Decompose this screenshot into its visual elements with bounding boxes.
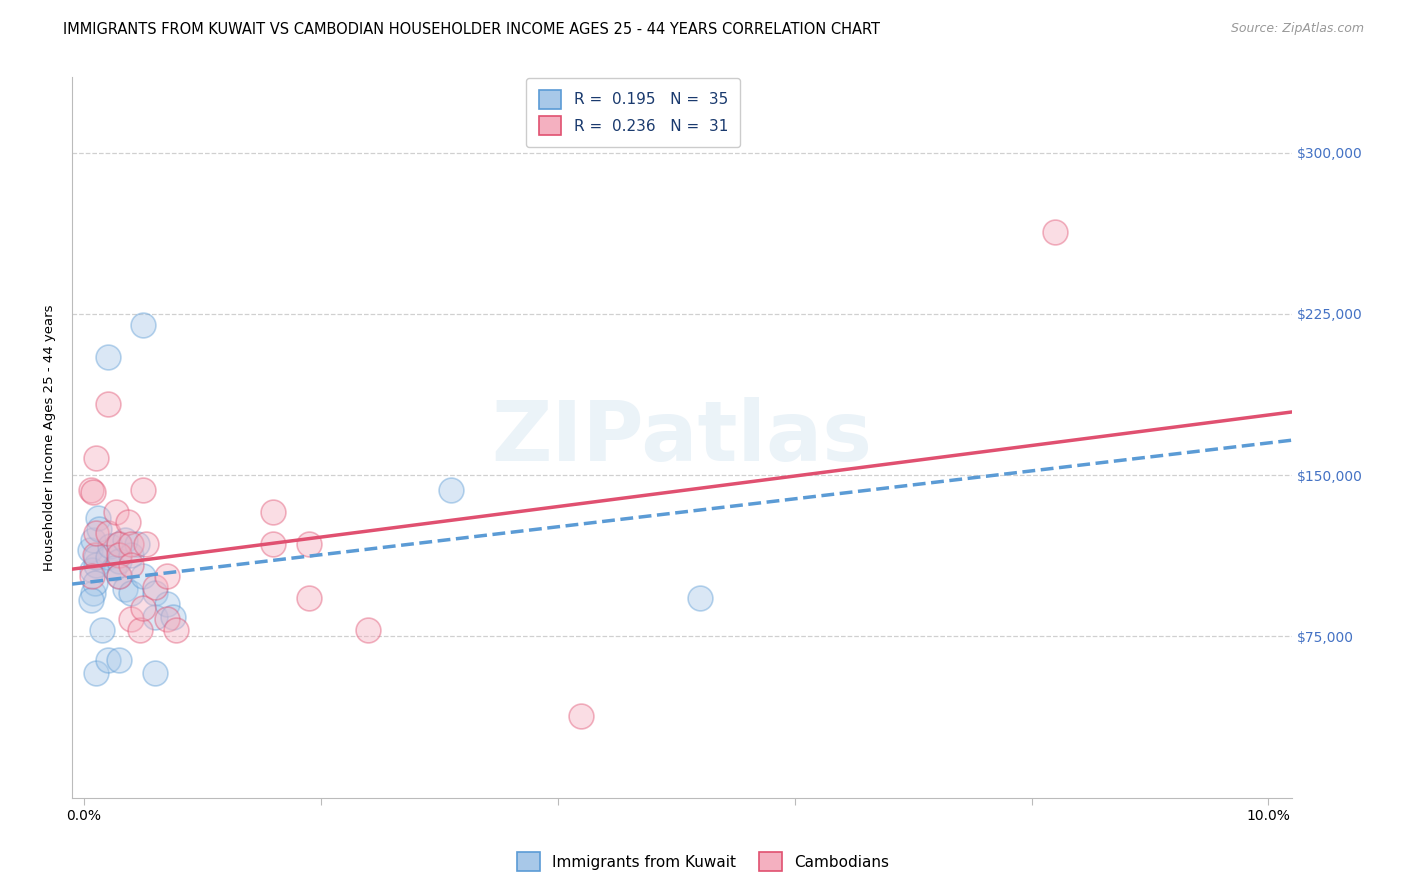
Point xyxy=(357,623,380,637)
Point xyxy=(156,569,179,583)
Point xyxy=(114,533,136,547)
Point xyxy=(84,558,107,573)
Point xyxy=(84,549,107,564)
Point xyxy=(103,560,125,574)
Point xyxy=(84,450,107,465)
Point xyxy=(128,623,150,637)
Point xyxy=(89,522,111,536)
Point xyxy=(298,537,321,551)
Point xyxy=(87,511,110,525)
Point xyxy=(108,554,131,568)
Point xyxy=(135,537,157,551)
Point xyxy=(440,483,463,498)
Point xyxy=(82,485,104,500)
Point xyxy=(90,623,112,637)
Point xyxy=(132,483,155,498)
Point xyxy=(262,537,284,551)
Point xyxy=(165,623,187,637)
Point xyxy=(104,505,127,519)
Point xyxy=(132,601,155,615)
Point xyxy=(83,548,105,562)
Point xyxy=(98,539,121,553)
Point xyxy=(97,526,120,541)
Point xyxy=(82,569,104,583)
Point xyxy=(143,580,166,594)
Point xyxy=(97,350,120,364)
Point xyxy=(82,533,104,547)
Point xyxy=(80,483,103,498)
Legend: Immigrants from Kuwait, Cambodians: Immigrants from Kuwait, Cambodians xyxy=(510,847,896,877)
Point xyxy=(97,397,120,411)
Point xyxy=(132,318,155,332)
Point xyxy=(108,548,131,562)
Point xyxy=(108,569,131,583)
Point xyxy=(79,543,101,558)
Point xyxy=(120,537,142,551)
Y-axis label: Householder Income Ages 25 - 44 years: Householder Income Ages 25 - 44 years xyxy=(44,304,56,571)
Point xyxy=(80,593,103,607)
Point xyxy=(108,537,131,551)
Point xyxy=(143,586,166,600)
Text: ZIPatlas: ZIPatlas xyxy=(492,397,873,478)
Point xyxy=(120,558,142,573)
Point xyxy=(114,582,136,596)
Point xyxy=(82,586,104,600)
Point xyxy=(83,575,105,590)
Point xyxy=(132,569,155,583)
Text: IMMIGRANTS FROM KUWAIT VS CAMBODIAN HOUSEHOLDER INCOME AGES 25 - 44 YEARS CORREL: IMMIGRANTS FROM KUWAIT VS CAMBODIAN HOUS… xyxy=(63,22,880,37)
Point xyxy=(108,569,131,583)
Point xyxy=(143,610,166,624)
Point xyxy=(120,586,142,600)
Point xyxy=(298,591,321,605)
Point xyxy=(262,505,284,519)
Point xyxy=(120,612,142,626)
Text: Source: ZipAtlas.com: Source: ZipAtlas.com xyxy=(1230,22,1364,36)
Point xyxy=(84,665,107,680)
Point xyxy=(120,548,142,562)
Point xyxy=(143,665,166,680)
Point xyxy=(689,591,711,605)
Point xyxy=(571,709,593,723)
Point xyxy=(97,653,120,667)
Point xyxy=(84,526,107,541)
Point xyxy=(108,537,131,551)
Point xyxy=(97,549,120,564)
Legend: R =  0.195   N =  35, R =  0.236   N =  31: R = 0.195 N = 35, R = 0.236 N = 31 xyxy=(526,78,741,147)
Point xyxy=(162,610,184,624)
Point xyxy=(117,516,139,530)
Point xyxy=(108,653,131,667)
Point xyxy=(82,563,104,577)
Point xyxy=(127,537,149,551)
Point xyxy=(1045,225,1067,239)
Point xyxy=(156,597,179,611)
Point xyxy=(156,612,179,626)
